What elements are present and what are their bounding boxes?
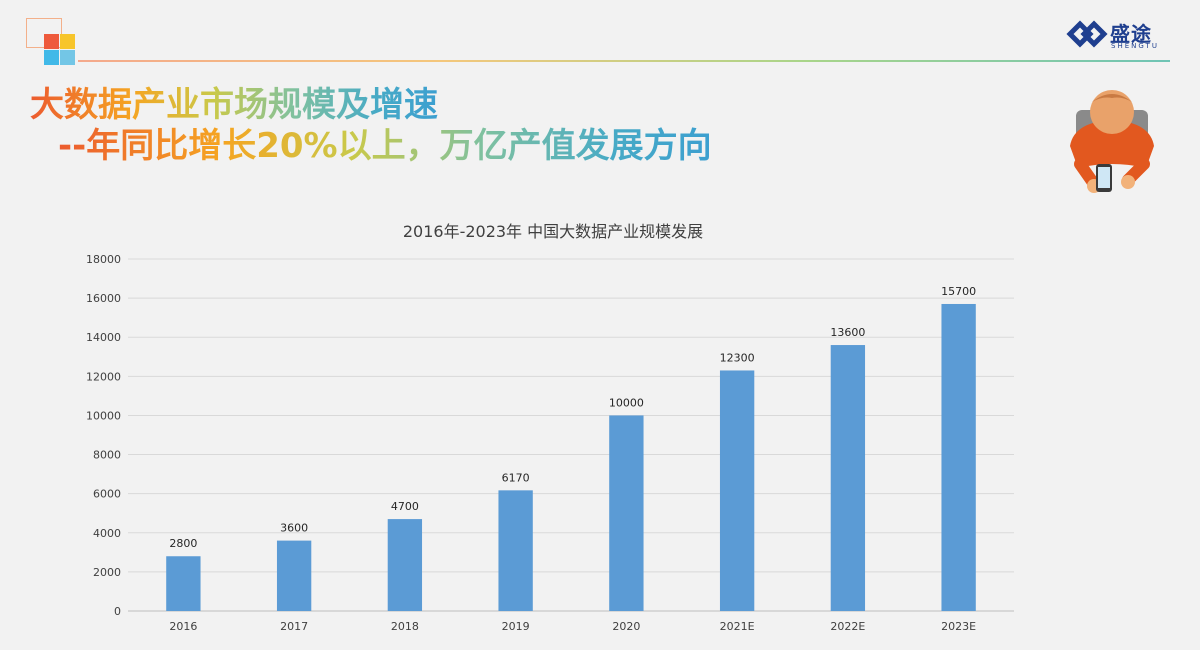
bar xyxy=(609,415,644,611)
x-tick-label: 2022E xyxy=(830,620,865,633)
header-divider xyxy=(78,60,1170,62)
bar xyxy=(719,370,755,611)
data-label: 12300 xyxy=(720,351,755,364)
person-with-phone-icon xyxy=(1070,90,1154,193)
x-tick-label: 2017 xyxy=(280,620,308,633)
data-label: 10000 xyxy=(609,396,644,409)
y-tick-label: 0 xyxy=(114,605,121,618)
brand-name: 盛途 xyxy=(1110,22,1152,46)
data-label: 2800 xyxy=(169,537,197,550)
brand-subtitle: SHENGTU xyxy=(1111,42,1159,50)
y-tick-label: 8000 xyxy=(93,449,121,462)
slide-subtitle: --年同比增长20%以上，万亿产值发展方向 xyxy=(58,118,712,167)
x-tick-label: 2021E xyxy=(720,620,755,633)
y-tick-label: 12000 xyxy=(86,370,121,383)
data-label: 15700 xyxy=(941,285,976,298)
bar xyxy=(387,519,423,611)
y-tick-label: 10000 xyxy=(86,409,121,422)
y-tick-label: 4000 xyxy=(93,527,121,540)
data-label: 13600 xyxy=(830,326,865,339)
data-label: 4700 xyxy=(391,500,419,513)
x-tick-label: 2016 xyxy=(169,620,197,633)
x-tick-label: 2019 xyxy=(502,620,530,633)
bar xyxy=(498,490,533,611)
x-tick-label: 2018 xyxy=(391,620,419,633)
bar xyxy=(166,556,201,611)
shengtu-logo-icon xyxy=(1066,20,1108,48)
bar xyxy=(941,303,976,611)
bar xyxy=(276,540,312,611)
x-tick-label: 2023E xyxy=(941,620,976,633)
x-tick-label: 2020 xyxy=(612,620,640,633)
chart-title: 2016年-2023年 中国大数据产业规模发展 xyxy=(403,222,703,241)
y-tick-label: 6000 xyxy=(93,488,121,501)
colored-squares-icon xyxy=(26,18,76,65)
brand-logo: 盛途 SHENGTU xyxy=(1066,14,1166,54)
y-tick-label: 16000 xyxy=(86,292,121,305)
data-label: 6170 xyxy=(502,471,530,484)
data-label: 3600 xyxy=(280,522,308,535)
bar xyxy=(830,345,866,611)
y-tick-label: 18000 xyxy=(86,253,121,266)
y-tick-label: 14000 xyxy=(86,331,121,344)
slide-title: 大数据产业市场规模及增速 xyxy=(30,77,438,126)
y-tick-label: 2000 xyxy=(93,566,121,579)
